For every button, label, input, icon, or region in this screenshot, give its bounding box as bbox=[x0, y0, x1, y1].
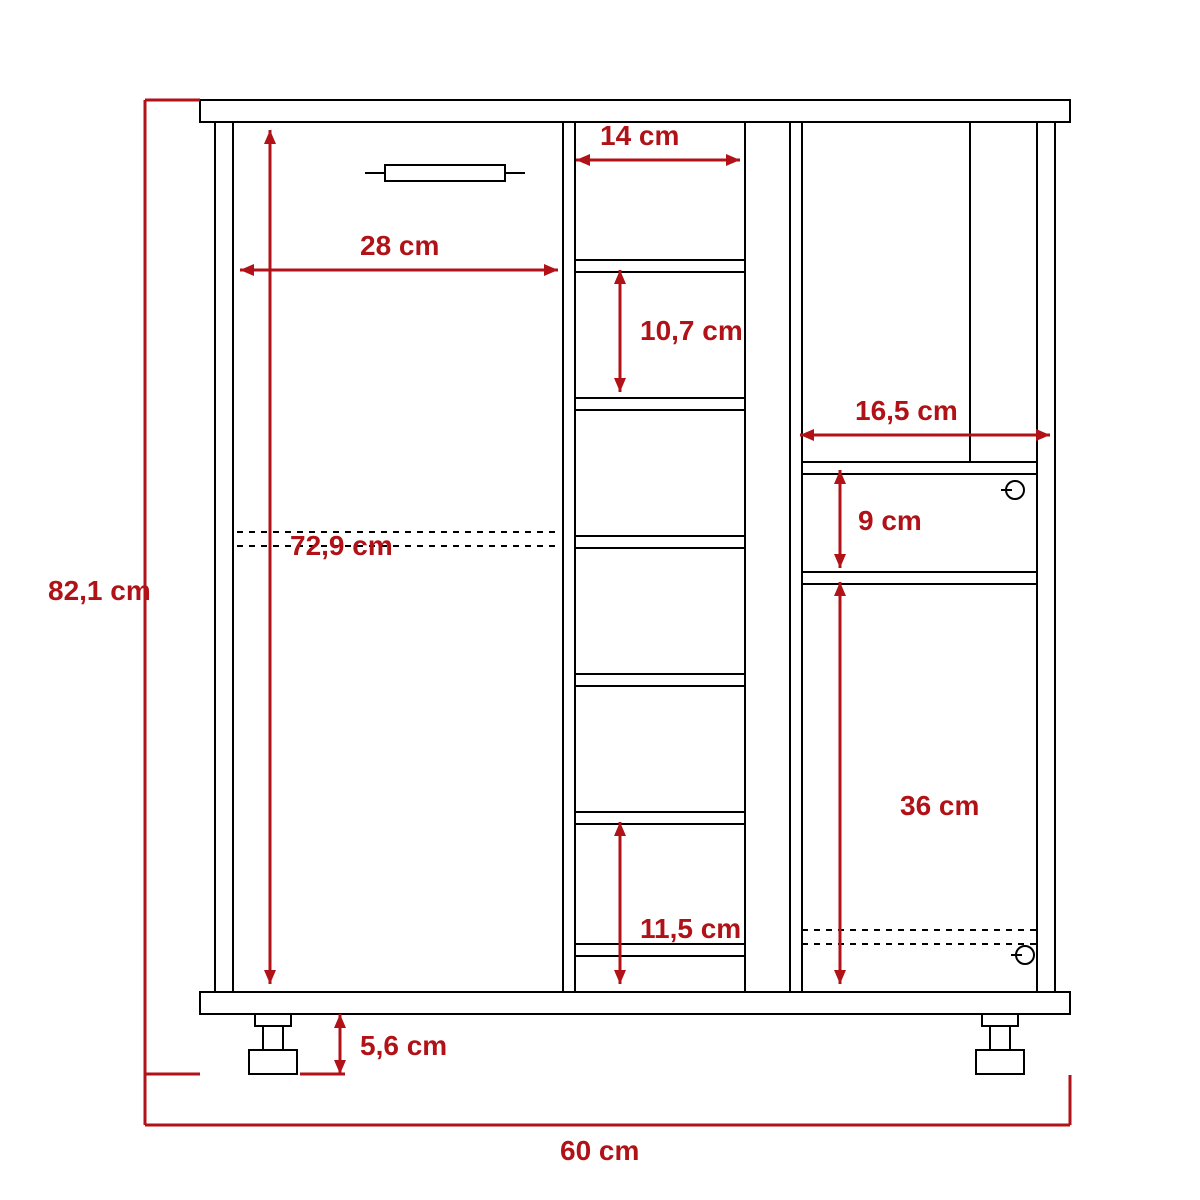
dim-shelf_h1: 10,7 cm bbox=[640, 315, 743, 346]
dim-overall-width: 60 cm bbox=[560, 1135, 639, 1166]
dim-door_w: 28 cm bbox=[360, 230, 439, 261]
dim-wheel_h: 5,6 cm bbox=[360, 1030, 447, 1061]
dim-overall-height: 82,1 cm bbox=[48, 575, 151, 606]
dim-right_w: 16,5 cm bbox=[855, 395, 958, 426]
dim-shelf_w: 14 cm bbox=[600, 120, 679, 151]
dim-drawer_h: 9 cm bbox=[858, 505, 922, 536]
dim-door_h: 72,9 cm bbox=[290, 530, 393, 561]
dim-shelf_h2: 11,5 cm bbox=[640, 913, 741, 944]
dim-door2_h: 36 cm bbox=[900, 790, 979, 821]
